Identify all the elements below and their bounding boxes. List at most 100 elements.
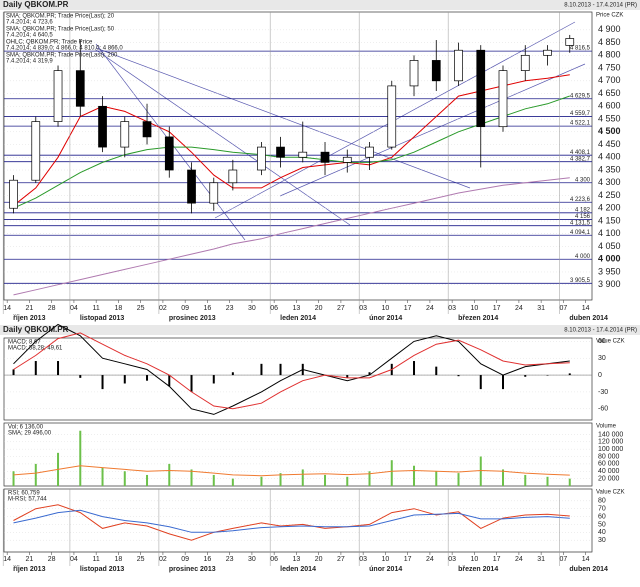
x-tick-label: 13 [293, 305, 301, 312]
x-tick-label: 27 [337, 305, 345, 312]
y-tick-label: 4 200 [598, 203, 621, 213]
y-tick-label: 60 [598, 513, 606, 520]
x-tick-label: 24 [426, 556, 434, 563]
chart-title: Daily QBKOM.PR [3, 325, 69, 334]
bar [190, 469, 193, 486]
y-tick-label: 60 000 [598, 461, 620, 468]
level-label: 4 223,6 [570, 197, 591, 203]
y-tick-label: 20 000 [598, 475, 620, 482]
bar [212, 375, 215, 384]
bar [231, 372, 234, 376]
bar [101, 467, 104, 486]
candle-body [387, 85, 397, 148]
y-tick-label: 100 000 [598, 446, 623, 453]
x-tick-label: 18 [115, 556, 123, 563]
month-label: leden 2014 [280, 315, 316, 322]
trend-line [95, 49, 351, 226]
series-line [13, 332, 570, 410]
legend-entry: RSI; 60,759 [8, 491, 40, 497]
y-tick-label: 4 600 [598, 101, 621, 111]
y-axis-label: Value CZK [596, 490, 625, 496]
bar [279, 363, 282, 376]
x-tick-label: 03 [448, 556, 456, 563]
level-label: 4 382,7 [570, 156, 591, 162]
legend-entry: MACD; 58,28; 49,61 [8, 346, 63, 352]
y-axis-label: Price CZK [596, 13, 623, 19]
x-tick-label: 02 [159, 556, 167, 563]
x-tick-label: 24 [426, 305, 434, 312]
x-tick-label: 16 [204, 556, 212, 563]
bar [279, 473, 282, 486]
level-label: 4 629,5 [570, 93, 591, 99]
x-tick-label: 18 [115, 305, 123, 312]
candle-body [543, 49, 552, 56]
bar [457, 473, 460, 486]
header-bar [0, 0, 640, 10]
bar [413, 361, 416, 376]
trend-lines [95, 21, 586, 241]
y-tick-label: 4 650 [598, 88, 621, 98]
x-tick-label: 31 [537, 556, 545, 563]
bar [101, 375, 104, 390]
y-tick-label: 40 000 [598, 468, 620, 475]
candle-body [565, 38, 575, 46]
y-tick-label: 70 [598, 506, 606, 513]
y-tick-label: 4 750 [598, 62, 621, 72]
candle-body [98, 105, 107, 148]
x-tick-label: 17 [404, 556, 412, 563]
candle-body [409, 60, 419, 87]
month-label: duben 2014 [569, 315, 608, 322]
y-tick-label: 4 150 [598, 215, 621, 225]
legend-value: 7.4.2014; 4 640,5 [6, 33, 53, 39]
bar [146, 474, 149, 486]
x-tick-label: 10 [382, 556, 390, 563]
bar [368, 372, 371, 376]
level-label: 4 559,7 [570, 111, 591, 117]
y-tick-label: 4 550 [598, 113, 621, 123]
month-label: duben 2014 [569, 566, 608, 573]
x-tick-label: 24 [515, 305, 523, 312]
x-tick-label: 30 [248, 305, 256, 312]
x-tick-label: 23 [226, 305, 234, 312]
panel-frame [3, 337, 593, 421]
x-tick-label: 06 [270, 305, 278, 312]
x-tick-label: 30 [248, 556, 256, 563]
bar [368, 471, 371, 486]
level-label: 4 408,1 [570, 150, 591, 156]
legend-entry: Vol; 6 136,00 [8, 425, 44, 431]
candle-body [164, 136, 174, 171]
bar [79, 430, 82, 486]
x-tick-label: 02 [159, 305, 167, 312]
bar [346, 476, 349, 486]
panel-frame [3, 11, 593, 301]
x-tick-label: 20 [315, 305, 323, 312]
bar [324, 474, 327, 486]
legend-entry: SMA; QBKOM.PR; Trade Price(Last); 200 [6, 53, 118, 59]
series-line [13, 74, 570, 207]
candle-body [365, 146, 374, 158]
x-tick-label: 13 [293, 556, 301, 563]
y-tick-label: 50 [598, 521, 606, 528]
month-label: prosinec 2013 [169, 566, 216, 573]
x-tick-label: 10 [382, 305, 390, 312]
month-label: prosinec 2013 [169, 315, 216, 322]
y-tick-label: 4 900 [598, 24, 621, 34]
x-tick-label: 03 [359, 305, 367, 312]
candle-body [120, 121, 130, 148]
y-tick-label: 3 950 [598, 266, 621, 276]
y-tick-label: 4 850 [598, 37, 621, 47]
x-tick-label: 31 [537, 305, 545, 312]
x-tick-label: 07 [559, 556, 567, 563]
y-axis-label: Volume [596, 424, 617, 430]
y-tick-label: 0 [598, 372, 602, 379]
candle-body [53, 70, 63, 122]
bar [568, 478, 571, 486]
month-label: říjen 2013 [13, 315, 45, 322]
month-label: listopad 2013 [80, 566, 124, 573]
x-tick-label: 10 [471, 305, 479, 312]
y-tick-label: -30 [598, 389, 608, 396]
series-line [13, 509, 570, 533]
y-tick-label: 80 [598, 498, 606, 505]
legend-entry: SMA; QBKOM.PR; Trade Price(Last); 50 [6, 27, 115, 33]
